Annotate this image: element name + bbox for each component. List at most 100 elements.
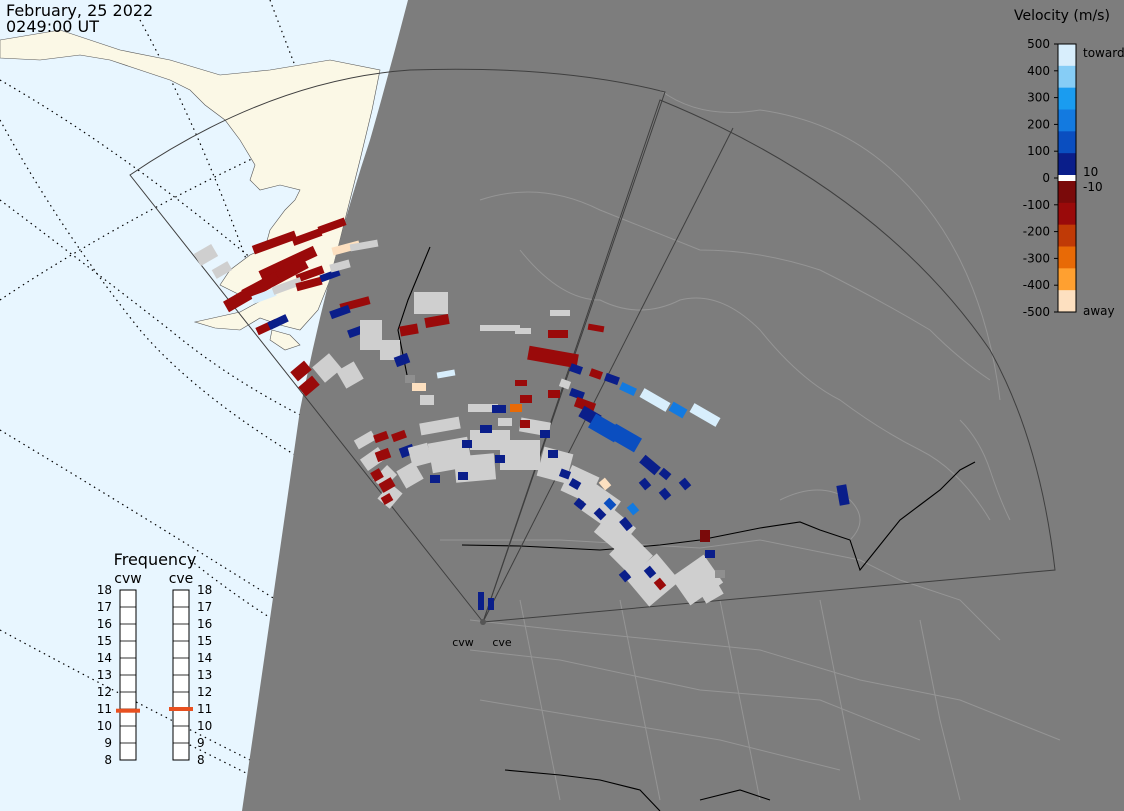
velocity-cell — [424, 313, 450, 329]
velocity-cell — [700, 530, 710, 542]
velocity-cell — [593, 507, 607, 521]
velocity-cell — [510, 404, 522, 412]
velocity-cell — [558, 468, 572, 480]
frequency-col-east: cve — [169, 571, 194, 587]
colorbar-tick-label: 500 — [1027, 37, 1050, 51]
colorbar-tick-label: -200 — [1023, 225, 1050, 239]
velocity-cell — [258, 245, 318, 282]
velocity-cell — [573, 396, 597, 414]
frequency-level-label: 10 — [197, 719, 212, 733]
velocity-cell — [569, 387, 585, 401]
velocity-cell — [480, 325, 520, 331]
velocity-cell — [291, 228, 323, 246]
velocity-cell — [295, 265, 325, 283]
frequency-level-label: 15 — [97, 634, 112, 648]
frequency-level-label: 10 — [97, 719, 112, 733]
night-shadow — [242, 0, 1124, 811]
velocity-cell — [619, 516, 633, 532]
frequency-level-label: 11 — [197, 702, 212, 716]
velocity-cell — [658, 487, 672, 501]
frequency-level-label: 17 — [197, 600, 212, 614]
velocity-cell — [689, 403, 721, 427]
frequency-level-label: 11 — [97, 702, 112, 716]
velocity-cells — [193, 217, 850, 610]
velocity-cell — [420, 395, 434, 405]
frequency-level-label: 14 — [197, 651, 212, 665]
frequency-col-west: cvw — [114, 571, 141, 587]
velocity-cell — [478, 592, 484, 610]
velocity-cell — [380, 340, 400, 360]
velocity-colorbar — [1057, 43, 1077, 313]
colorbar-tick-label: -300 — [1023, 251, 1050, 265]
velocity-cell — [353, 430, 377, 450]
velocity-cell — [568, 478, 582, 490]
velocity-cell — [468, 404, 498, 412]
velocity-cell — [251, 230, 298, 255]
velocity-cell — [370, 468, 384, 482]
colorbar-swatch — [1058, 109, 1076, 132]
velocity-cell — [480, 425, 492, 433]
colorbar-tick-label: 300 — [1027, 91, 1050, 105]
velocity-cell — [374, 447, 392, 463]
frequency-level-label: 18 — [97, 583, 112, 597]
velocity-cell — [399, 323, 419, 337]
velocity-cell — [267, 314, 289, 330]
frequency-level-label: 17 — [97, 600, 112, 614]
velocity-cell — [639, 388, 671, 412]
velocity-cell — [372, 464, 398, 490]
velocity-cell — [407, 442, 433, 468]
velocity-cell — [405, 375, 415, 383]
velocity-cell — [312, 353, 342, 383]
velocity-cell — [419, 416, 461, 436]
frequency-level-label: 12 — [197, 685, 212, 699]
colorbar-inner-pos: 10 — [1083, 165, 1098, 179]
velocity-cell — [495, 455, 505, 463]
velocity-cell — [498, 418, 512, 426]
velocity-cell — [678, 477, 692, 491]
velocity-cell — [271, 277, 303, 295]
frequency-panel: 18 17 16 15 14 13 12 11 10 9 8 18 17 16 15 14 13 12 11 10 9 8 — [97, 583, 213, 767]
velocity-cell — [520, 420, 530, 428]
velocity-cell — [653, 577, 667, 591]
frequency-level-label: 9 — [104, 736, 112, 750]
colorbar-swatch — [1058, 153, 1076, 176]
frequency-marker-cve — [169, 707, 193, 711]
velocity-cell — [548, 330, 568, 338]
colorbar-tick-label: 0 — [1042, 171, 1050, 185]
colorbar-swatch — [1058, 202, 1076, 226]
velocity-cell — [391, 429, 407, 443]
colorbar-tick-label: -500 — [1023, 305, 1050, 319]
velocity-cell — [458, 472, 468, 480]
frequency-level-label: 12 — [97, 685, 112, 699]
velocity-cell — [488, 598, 494, 610]
colorbar-swatch — [1058, 268, 1076, 291]
velocity-cell — [696, 576, 724, 604]
colorbar-tick-label: 100 — [1027, 144, 1050, 158]
velocity-cell — [373, 430, 389, 444]
velocity-cell — [626, 502, 640, 516]
velocity-cell — [430, 475, 440, 483]
velocity-cell — [251, 288, 277, 304]
velocity-cell — [317, 217, 347, 235]
velocity-cell — [558, 378, 572, 390]
colorbar-zero-band — [1058, 175, 1076, 181]
velocity-cell — [223, 271, 281, 313]
frequency-marker-cvw — [116, 708, 140, 713]
radar-site-marker — [480, 619, 486, 625]
colorbar-swatch — [1058, 44, 1076, 67]
frequency-level-label: 15 — [197, 634, 212, 648]
velocity-cell — [360, 320, 382, 350]
velocity-cell — [347, 325, 363, 339]
night-coastlines — [440, 89, 1061, 801]
frequency-level-label: 18 — [197, 583, 212, 597]
velocity-cell — [349, 239, 379, 252]
velocity-cell — [378, 477, 396, 493]
velocity-cell — [588, 368, 604, 380]
velocity-cell — [193, 243, 219, 267]
colorbar-tick-label: 400 — [1027, 64, 1050, 78]
velocity-cell — [319, 268, 341, 283]
frequency-level-label: 8 — [197, 753, 205, 767]
velocity-cell — [336, 361, 364, 389]
time-label: 0249:00 UT — [6, 17, 99, 36]
